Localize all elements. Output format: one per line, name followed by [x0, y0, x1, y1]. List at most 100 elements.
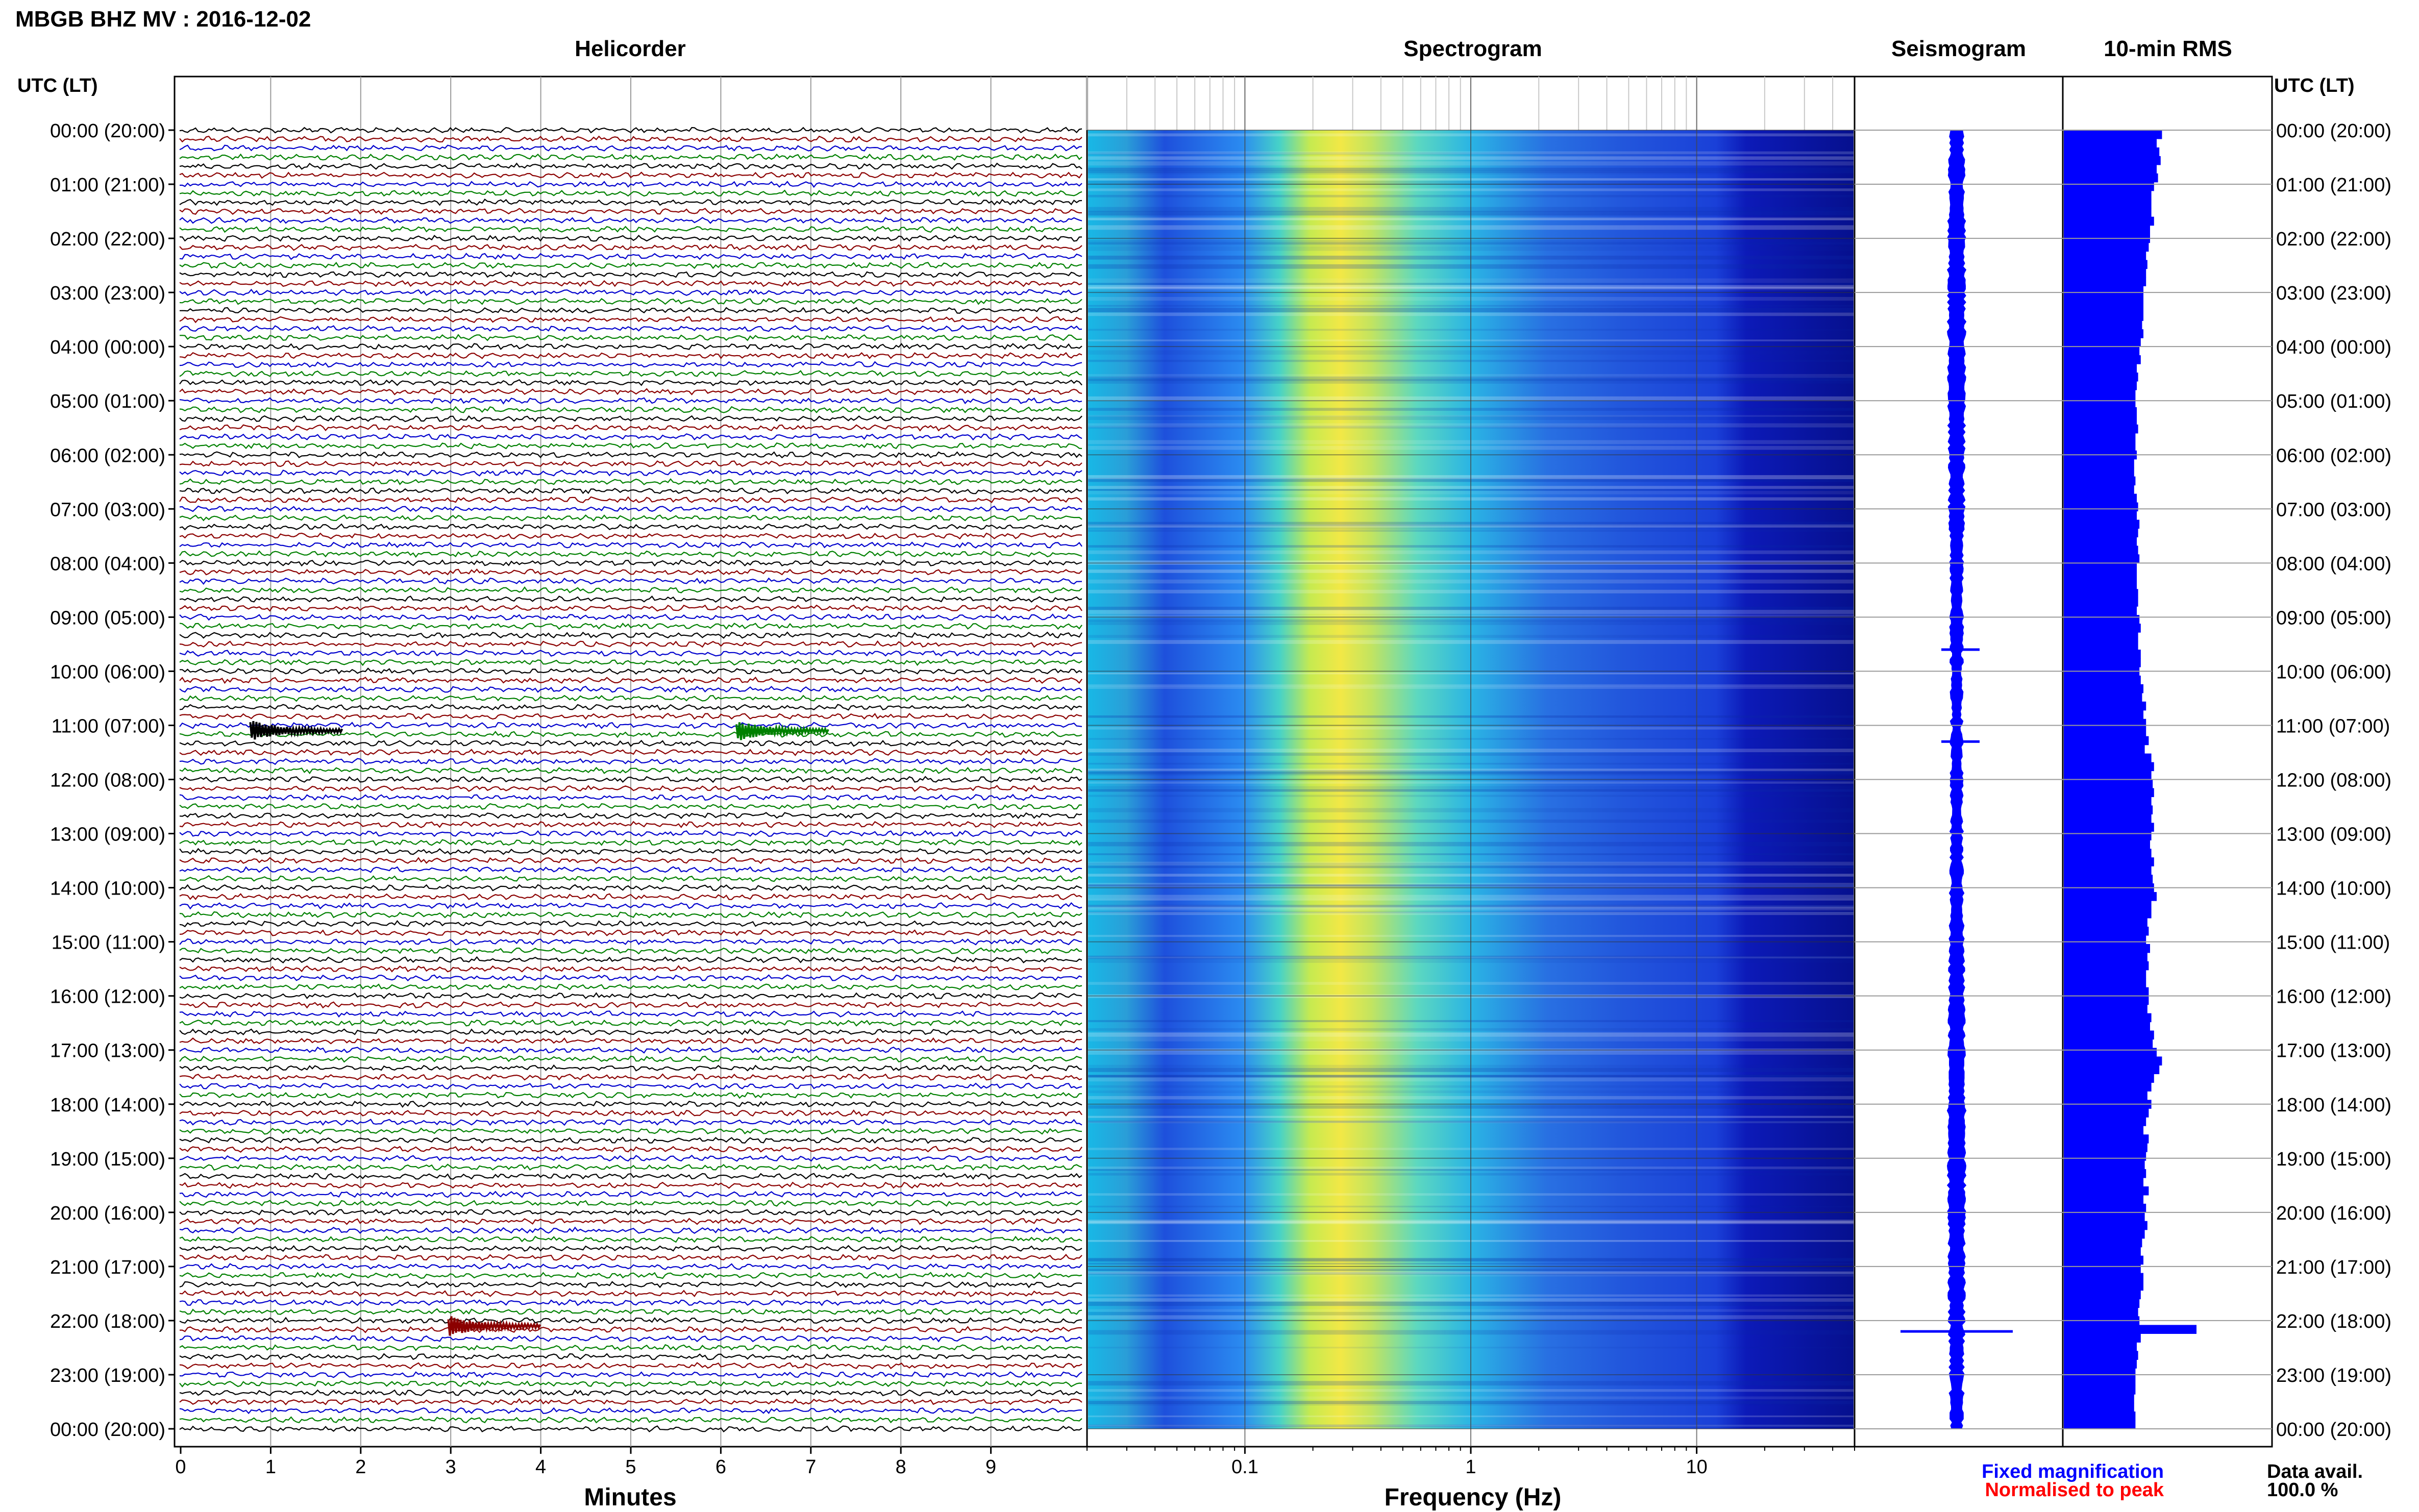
helicorder-trace — [179, 226, 1082, 233]
helicorder-trace — [179, 911, 1082, 919]
rms-bar — [2064, 398, 2136, 408]
frequency-tick-label: 0.1 — [1231, 1456, 1258, 1478]
rms-bar — [2064, 978, 2146, 988]
helicorder-trace — [179, 288, 1082, 296]
minutes-tick-label: 6 — [715, 1456, 726, 1478]
helicorder-xlabel: Minutes — [584, 1484, 676, 1511]
helicorder-trace — [179, 1055, 1082, 1063]
spectrogram-xlabel: Frequency (Hz) — [1385, 1484, 1562, 1511]
figure-title: MBGB BHZ MV : 2016-12-02 — [15, 7, 311, 32]
helicorder-trace — [179, 695, 1082, 702]
helicorder-trace — [179, 1389, 1082, 1397]
time-label-right: 02:00 (22:00) — [2276, 229, 2391, 250]
helicorder-trace — [179, 821, 1082, 828]
rms-bar — [2064, 554, 2140, 563]
helicorder-trace — [179, 478, 1082, 485]
rms-bar — [2064, 173, 2158, 183]
time-label-left: 04:00 (00:00) — [50, 337, 165, 358]
rms-bar — [2064, 684, 2143, 693]
rms-bar — [2064, 1203, 2146, 1213]
rms-bar — [2064, 1074, 2154, 1083]
rms-bar — [2064, 1299, 2140, 1308]
rms-bar — [2064, 970, 2146, 979]
rms-bar — [2064, 831, 2152, 840]
rms-bar — [2064, 424, 2138, 434]
helicorder-panel — [174, 76, 1088, 1448]
helicorder-trace — [179, 1181, 1082, 1189]
minutes-tick-label: 0 — [175, 1456, 186, 1478]
rms-bar — [2064, 849, 2152, 858]
seismogram-title: Seismogram — [1891, 36, 2026, 61]
helicorder-trace — [179, 316, 1082, 324]
rms-bar — [2064, 467, 2134, 477]
helicorder-trace — [179, 947, 1082, 955]
rms-bar — [2064, 242, 2149, 252]
rms-bar — [2064, 771, 2152, 780]
time-label-right: 14:00 (10:00) — [2276, 878, 2391, 900]
time-label-right: 19:00 (15:00) — [2276, 1149, 2391, 1170]
rms-bar — [2064, 1152, 2146, 1161]
rms-bar — [2064, 519, 2140, 529]
rms-bar — [2064, 1091, 2148, 1100]
time-label-left: 02:00 (22:00) — [50, 229, 165, 250]
rms-bar — [2064, 814, 2152, 823]
frequency-tick-label: 1 — [1465, 1456, 1476, 1478]
rms-bar — [2064, 138, 2157, 148]
data-avail-value: 100.0 % — [2267, 1479, 2338, 1501]
helicorder-trace — [179, 1109, 1082, 1117]
helicorder-trace — [179, 361, 1082, 368]
helicorder-trace — [179, 1245, 1082, 1252]
helicorder-trace — [179, 415, 1082, 423]
helicorder-trace — [179, 848, 1082, 855]
rms-bar — [2064, 156, 2161, 165]
helicorder-trace — [179, 685, 1082, 693]
helicorder-trace — [179, 1353, 1082, 1360]
legend-normalised-to-peak: Normalised to peak — [1985, 1479, 2164, 1501]
helicorder-trace — [179, 334, 1082, 341]
time-label-left: 22:00 (18:00) — [50, 1311, 165, 1332]
rms-bar — [2064, 1247, 2141, 1256]
time-label-left: 18:00 (14:00) — [50, 1095, 165, 1116]
rms-bar — [2064, 415, 2137, 425]
time-label-left: 13:00 (09:00) — [50, 824, 165, 846]
minutes-tick-label: 3 — [446, 1456, 456, 1478]
helicorder-trace — [179, 270, 1082, 278]
helicorder-trace — [179, 298, 1082, 305]
helicorder-trace — [179, 397, 1082, 405]
helicorder-trace — [179, 442, 1082, 450]
helicorder-trace — [179, 1308, 1082, 1316]
helicorder-trace — [179, 749, 1082, 756]
helicorder-trace — [179, 623, 1082, 630]
time-label-left: 03:00 (23:00) — [50, 283, 165, 304]
time-label-left: 07:00 (03:00) — [50, 499, 165, 520]
time-label-right: 01:00 (21:00) — [2276, 175, 2391, 196]
rms-bar — [2064, 926, 2149, 936]
time-label-right: 03:00 (23:00) — [2276, 283, 2391, 304]
helicorder-trace — [179, 135, 1082, 143]
rms-bar — [2064, 641, 2138, 650]
helicorder-trace — [179, 1191, 1082, 1198]
helicorder-trace — [179, 992, 1082, 1000]
helicorder-trace — [179, 1263, 1082, 1270]
helicorder-trace — [179, 406, 1082, 413]
time-label-left: 09:00 (05:00) — [50, 607, 165, 629]
rms-bar — [2064, 1411, 2136, 1421]
helicorder-trace — [179, 559, 1082, 567]
rms-bar — [2064, 407, 2137, 416]
rms-bar — [2064, 875, 2153, 884]
helicorder-trace — [179, 613, 1082, 621]
helicorder-trace — [179, 866, 1082, 873]
rms-bar — [2064, 589, 2138, 598]
helicorder-trace — [179, 1398, 1082, 1405]
rms-bar — [2064, 718, 2146, 728]
helicorder-trace — [179, 1380, 1082, 1387]
rms-bar — [2064, 164, 2157, 174]
rms-bar — [2064, 727, 2146, 737]
helicorder-trace — [179, 1037, 1082, 1045]
helicorder-trace — [179, 216, 1082, 224]
rms-bar — [2064, 1082, 2152, 1092]
rms-bar — [2064, 320, 2142, 330]
minutes-tick-label: 4 — [535, 1456, 546, 1478]
data-avail-label: Data avail. — [2267, 1461, 2363, 1482]
rms-bar — [2064, 1169, 2146, 1178]
